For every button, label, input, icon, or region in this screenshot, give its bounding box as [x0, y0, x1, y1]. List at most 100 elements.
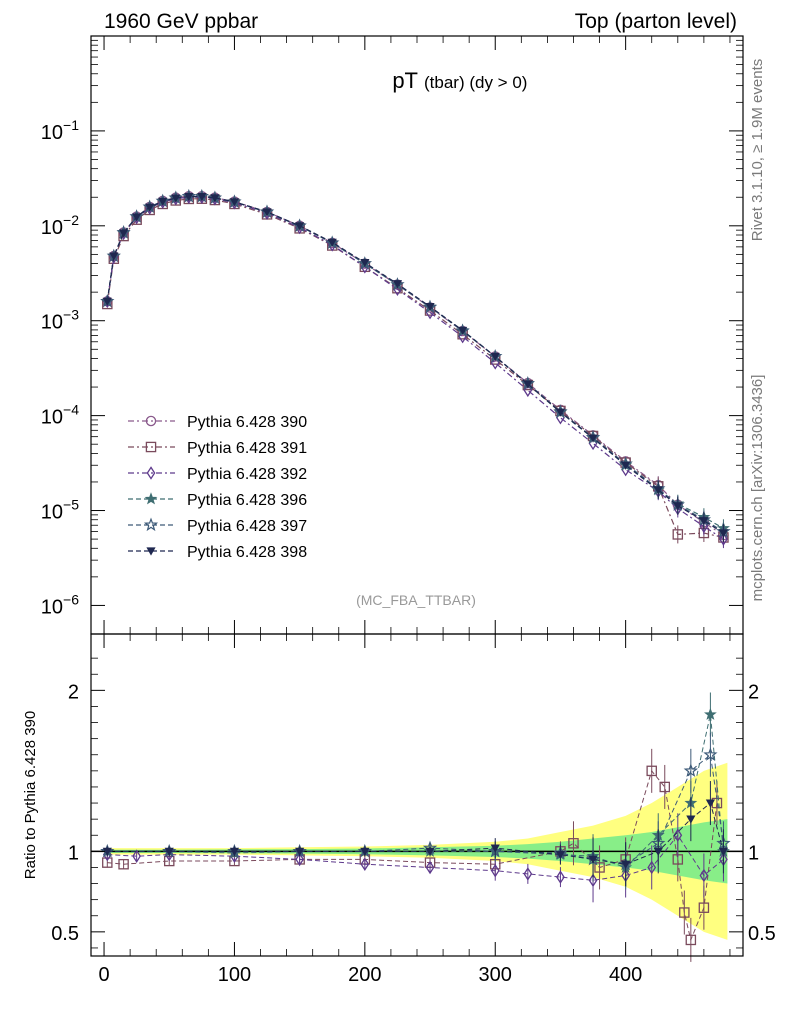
- ratio-point: [425, 847, 435, 856]
- data-point: [197, 193, 207, 202]
- ratio-point: [523, 867, 533, 881]
- legend-label: Pythia 6.428 397: [187, 518, 307, 535]
- ratio-point: [295, 847, 305, 856]
- data-point: [588, 434, 598, 443]
- ratio-point: [102, 847, 112, 856]
- ratio-point: [360, 857, 370, 872]
- data-point: [653, 486, 663, 495]
- ratio-point: [490, 844, 500, 853]
- ratio-point: [425, 860, 435, 875]
- main-series-layer: [100, 188, 731, 549]
- data-point: [171, 194, 181, 203]
- ratio-frame: [90, 633, 744, 957]
- data-point: [699, 519, 709, 534]
- y-tick-label: 10−1: [41, 117, 79, 144]
- y-tick-label: 10−5: [41, 497, 79, 524]
- legend-label: Pythia 6.428 398: [187, 544, 307, 561]
- ratio-ticks: 0.5 0.5 1 1 2 2 0 100 200 300 400: [51, 634, 776, 986]
- ratio-y-tick-label: 0.5: [51, 923, 79, 945]
- mcplots-label: mcplots.cern.ch [arXiv:1306.3436]: [749, 375, 766, 602]
- legend-marker: [145, 415, 157, 427]
- data-point: [699, 517, 709, 526]
- ratio-point: [679, 907, 690, 918]
- ratio-y-tick-label-right: 1: [748, 842, 759, 864]
- ratio-series-layer: [100, 692, 731, 962]
- ratio-point: [164, 847, 174, 856]
- ratio-point: [118, 858, 129, 870]
- x-tick-label: 100: [218, 964, 251, 986]
- ratio-series-line: [107, 834, 724, 881]
- main-series-6: [102, 193, 729, 542]
- data-point: [555, 408, 566, 417]
- ratio-point: [685, 934, 697, 946]
- ratio-y-tick-label-right: 2: [748, 681, 759, 703]
- ratio-point: [686, 815, 696, 824]
- legend-label: Pythia 6.428 391: [187, 440, 307, 457]
- data-point: [718, 529, 729, 538]
- data-point: [360, 258, 370, 268]
- ratio-point: [673, 828, 683, 843]
- ratio-y-tick-label: 1: [68, 842, 79, 864]
- data-point: [295, 222, 305, 231]
- legend-label: Pythia 6.428 392: [187, 466, 307, 483]
- data-point: [327, 238, 337, 247]
- ratio-point: [295, 852, 305, 867]
- data-point: [119, 229, 129, 238]
- ratio-point: [705, 799, 715, 808]
- ratio-point: [588, 855, 598, 864]
- data-point: [132, 213, 142, 222]
- ratio-point: [659, 781, 671, 793]
- legend-marker: [146, 466, 156, 480]
- ratio-point: [718, 847, 729, 856]
- ratio-series-line: [107, 802, 724, 865]
- ratio-point: [621, 860, 631, 869]
- legend-marker: [144, 492, 158, 505]
- data-point: [719, 532, 728, 546]
- ratio-point: [594, 862, 605, 873]
- main-ticks: 10−1 10−2 10−3 10−4 10−5 10−6: [41, 36, 743, 634]
- x-tick-label: 0: [98, 964, 109, 986]
- ratio-point: [699, 868, 709, 883]
- ratio-point: [647, 860, 657, 875]
- data-point: [158, 197, 168, 206]
- ratio-point: [653, 847, 663, 856]
- ratio-point: [588, 873, 598, 888]
- header-right: Top (parton level): [575, 10, 737, 33]
- data-point: [229, 198, 240, 207]
- data-point: [523, 380, 533, 389]
- y-tick-label: 10−2: [41, 212, 79, 239]
- legend: Pythia 6.428 390 Pythia 6.428 391 Pythia 6…: [128, 414, 307, 561]
- data-point: [392, 280, 403, 289]
- data-point: [672, 529, 684, 540]
- legend-marker: [143, 517, 159, 532]
- ratio-point: [683, 763, 699, 777]
- legend-entry-3: Pythia 6.428 392: [128, 466, 307, 483]
- x-tick-label: 200: [348, 964, 381, 986]
- ratio-point: [555, 850, 566, 860]
- main-panel: 10−1 10−2 10−3 10−4 10−5 10−6 pT (tbar) (dy >…: [41, 35, 744, 635]
- header-left: 1960 GeV ppbar: [104, 10, 258, 33]
- ratio-ylabel: Ratio to Pythia 6.428 390: [22, 711, 39, 879]
- ratio-point: [490, 863, 500, 878]
- y-tick-label: 10−6: [41, 591, 79, 618]
- data-point: [458, 326, 468, 336]
- data-point: [184, 193, 194, 202]
- y-tick-label: 10−3: [41, 307, 79, 334]
- data-point: [490, 352, 500, 362]
- legend-marker: [146, 547, 156, 556]
- x-tick-label: 400: [609, 964, 642, 986]
- ratio-point: [360, 847, 370, 856]
- ratio-point: [556, 870, 565, 884]
- ratio-point: [646, 765, 657, 777]
- ratio-series-5: [102, 781, 729, 887]
- ratio-y-tick-label-right: 0.5: [748, 923, 776, 945]
- legend-label: Pythia 6.428 390: [187, 414, 307, 431]
- data-point: [673, 502, 683, 511]
- ratio-series-line: [107, 714, 724, 869]
- data-point: [102, 297, 112, 306]
- legend-entry-4: Pythia 6.428 396: [128, 492, 307, 509]
- plot-title-main: pT: [392, 68, 418, 93]
- ratio-point: [568, 838, 579, 849]
